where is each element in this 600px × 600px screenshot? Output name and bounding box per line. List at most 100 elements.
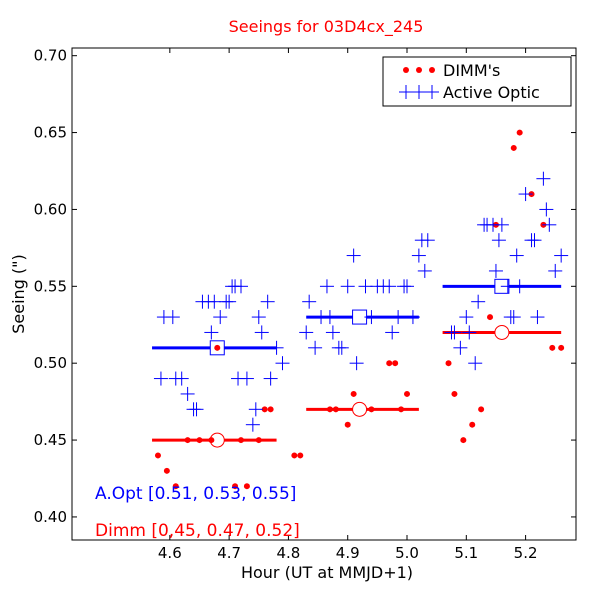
aopt-point (248, 402, 263, 417)
plot-area (72, 48, 576, 540)
aopt-point (385, 325, 400, 340)
data-points (153, 129, 569, 490)
annotation-dimm: Dimm [0,45, 0.47, 0.52] (95, 521, 300, 541)
aopt-point (251, 310, 266, 325)
aopt-point (302, 294, 317, 309)
dimm-point (255, 437, 262, 444)
aopt-point (334, 340, 349, 355)
dimm-point (184, 437, 191, 444)
aopt-point (405, 310, 420, 325)
dimm-point (549, 344, 556, 351)
aopt-point (189, 402, 204, 417)
dimm-point (344, 421, 351, 428)
aopt-point (165, 310, 180, 325)
aopt-point (506, 310, 521, 325)
legend-dimm-dot (429, 67, 435, 73)
aopt-point (542, 217, 557, 232)
dimm-point (469, 421, 476, 428)
aopt-point (349, 356, 364, 371)
dimm-point (332, 406, 339, 413)
aopt-point (207, 294, 222, 309)
dimm-summary-marker (494, 324, 510, 340)
aopt-point (491, 233, 506, 248)
y-axis-label: Seeing (") (9, 254, 28, 334)
x-tick-label: 4.9 (336, 544, 360, 562)
dimm-point (350, 390, 357, 397)
dimm-point (478, 406, 485, 413)
dimm-point (267, 406, 274, 413)
aopt-point (536, 171, 551, 186)
aopt-point (263, 371, 278, 386)
legend-aopt-label: Active Optic (443, 83, 540, 102)
legend-dimm-label: DIMM's (443, 61, 500, 80)
dimm-point (291, 452, 298, 459)
y-tick-label: 0.65 (34, 124, 67, 142)
dimm-summary-marker (352, 401, 368, 417)
aopt-point (239, 371, 254, 386)
legend-aopt-plus (425, 85, 439, 99)
dimm-point (460, 437, 467, 444)
dimm-point (237, 437, 244, 444)
legend-dimm-dot (416, 67, 422, 73)
aopt-point (453, 340, 468, 355)
x-tick-label: 5.0 (395, 544, 419, 562)
dimm-point (196, 437, 203, 444)
aopt-point (417, 263, 432, 278)
aopt-point (509, 248, 524, 263)
dimm-point (404, 390, 411, 397)
x-axis-label: Hour (UT at MMJD+1) (241, 563, 413, 582)
y-tick-label: 0.70 (34, 47, 67, 65)
aopt-point (364, 310, 379, 325)
x-axis: 4.6 4.7 4.8 4.9 5.0 5.1 5.2 (158, 48, 538, 562)
aopt-point (411, 248, 426, 263)
dimm-point (368, 406, 375, 413)
legend: DIMM's Active Optic (382, 56, 572, 107)
aopt-point (269, 340, 284, 355)
aopt-point (500, 279, 515, 294)
aopt-point (308, 340, 323, 355)
aopt-point (358, 279, 373, 294)
legend-box (382, 56, 572, 107)
x-tick-label: 5.1 (454, 544, 478, 562)
plot-frame (71, 47, 577, 541)
dimm-point (163, 467, 170, 474)
dimm-point (232, 483, 239, 490)
dimm-point (510, 144, 517, 151)
aopt-point (400, 279, 415, 294)
y-tick-label: 0.45 (34, 431, 67, 449)
aopt-point (468, 356, 483, 371)
legend-dimm-marker (403, 67, 435, 73)
y-tick-label: 0.40 (34, 508, 67, 526)
aopt-point (233, 279, 248, 294)
aopt-point (153, 371, 168, 386)
aopt-point (527, 233, 542, 248)
aopt-point (174, 371, 189, 386)
annotation-aopt: A.Opt [0.51, 0.53, 0.55] (95, 484, 296, 504)
aopt-point (299, 325, 314, 340)
aopt-point (319, 279, 334, 294)
x-tick-label: 4.8 (276, 544, 300, 562)
aopt-point (554, 248, 569, 263)
aopt-point (325, 325, 340, 340)
aopt-point (213, 310, 228, 325)
aopt-point (391, 310, 406, 325)
dimm-point (208, 437, 215, 444)
aopt-point (204, 325, 219, 340)
aopt-point (180, 386, 195, 401)
aopt-point (260, 294, 275, 309)
aopt-point (420, 233, 435, 248)
aopt-point (447, 325, 462, 340)
dimm-point (326, 406, 333, 413)
aopt-point (530, 310, 545, 325)
x-tick-label: 4.7 (217, 544, 241, 562)
dimm-point (451, 390, 458, 397)
aopt-point (494, 217, 509, 232)
aopt-point (322, 310, 337, 325)
y-tick-label: 0.60 (34, 200, 67, 218)
x-tick-label: 4.6 (158, 544, 182, 562)
aopt-point (346, 248, 361, 263)
dimm-point (297, 452, 304, 459)
legend-dimm-dot (403, 67, 409, 73)
legend-aopt-marker (399, 85, 439, 99)
